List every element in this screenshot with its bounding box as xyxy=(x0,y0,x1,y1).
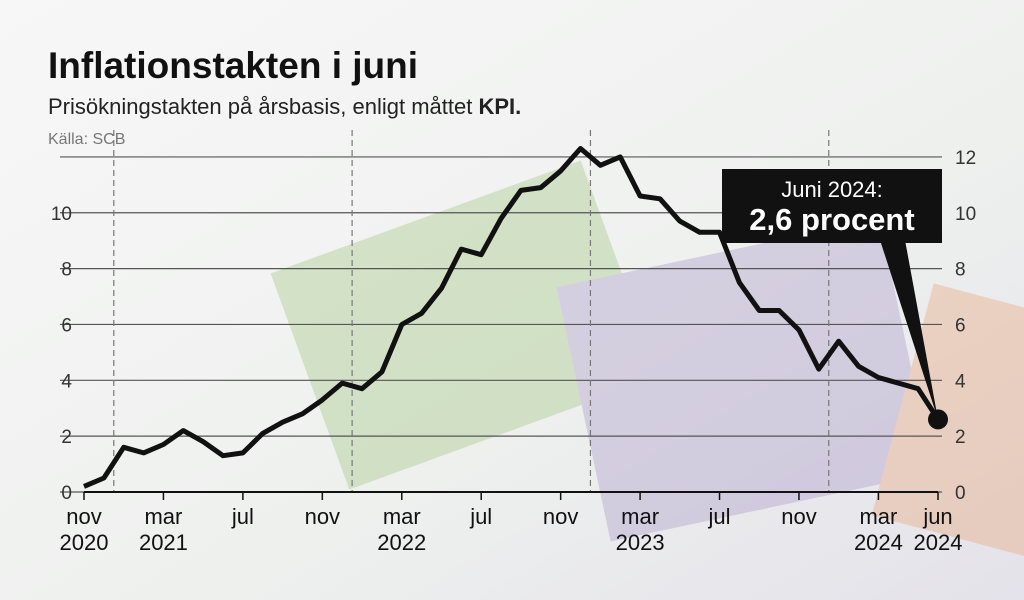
x-tick-label: mar 2023 xyxy=(616,504,665,555)
x-tick-label: mar 2024 xyxy=(854,504,903,555)
x-tick-label: nov xyxy=(543,504,578,529)
x-tick-label-part: mar xyxy=(859,504,897,529)
x-tick-label-part: nov xyxy=(66,504,101,529)
annotation-line2: 2,6 procent xyxy=(749,202,914,237)
x-tick-label-part: mar xyxy=(621,504,659,529)
y-tick-label: 6 xyxy=(61,315,72,336)
y2-tick-label: 6 xyxy=(955,315,966,336)
x-tick-label-part: 2024 xyxy=(854,530,903,555)
x-tick-label: nov xyxy=(781,504,816,529)
chart-subtitle: Prisökningstakten på årsbasis, enligt må… xyxy=(48,94,521,119)
data-line xyxy=(83,146,941,489)
y2-tick-label: 8 xyxy=(955,260,966,281)
x-tick-label-part: jun xyxy=(922,504,952,529)
y-tick-label: 2 xyxy=(61,427,72,448)
last-point xyxy=(928,409,948,430)
x-tick-label-part: jul xyxy=(469,504,492,529)
subtitle-emphasis: KPI. xyxy=(478,94,521,119)
chart-title: Inflationstakten i juni xyxy=(48,45,418,86)
x-tick-label: jun 2024 xyxy=(914,504,963,555)
x-tick-label: nov 2020 xyxy=(60,504,109,555)
x-tick-label: jul xyxy=(708,504,731,529)
y-tick-label: 4 xyxy=(61,371,72,392)
x-tick-label-part: nov xyxy=(305,504,340,529)
annotation-box xyxy=(722,169,942,243)
x-tick-label: jul xyxy=(469,504,492,529)
y2-tick-label: 2 xyxy=(955,427,966,448)
x-tick-label-part: nov xyxy=(781,504,816,529)
y2-tick-label: 10 xyxy=(955,204,976,225)
x-tick-label-part: jul xyxy=(231,504,254,529)
x-tick-label: nov xyxy=(305,504,340,529)
x-tick-label: mar 2021 xyxy=(139,504,188,555)
x-tick-label: jul xyxy=(231,504,254,529)
x-tick-label-part: 2024 xyxy=(914,530,963,555)
y2-tick-label: 4 xyxy=(955,371,966,392)
annotation-line1: Juni 2024: xyxy=(781,177,883,202)
x-tick-label-part: jul xyxy=(708,504,731,529)
y-tick-label: 0 xyxy=(61,483,72,504)
subtitle-text: Prisökningstakten på årsbasis, enligt må… xyxy=(48,94,478,119)
y-tick-label: 10 xyxy=(51,204,72,225)
x-tick-label-part: 2021 xyxy=(139,530,188,555)
y2-tick-label: 0 xyxy=(955,483,966,504)
x-tick-label-part: 2023 xyxy=(616,530,665,555)
y2-tick-label: 12 xyxy=(955,148,976,169)
x-tick-label-part: 2022 xyxy=(377,530,426,555)
x-tick-label-part: 2020 xyxy=(60,530,109,555)
x-tick-label-part: mar xyxy=(144,504,182,529)
source: Källa: SCB xyxy=(48,131,125,148)
x-tick-label: mar 2022 xyxy=(377,504,426,555)
x-tick-label-part: nov xyxy=(543,504,578,529)
annotation-pointer xyxy=(880,240,938,420)
x-tick-label-part: mar xyxy=(383,504,421,529)
y-tick-label: 8 xyxy=(61,260,72,281)
